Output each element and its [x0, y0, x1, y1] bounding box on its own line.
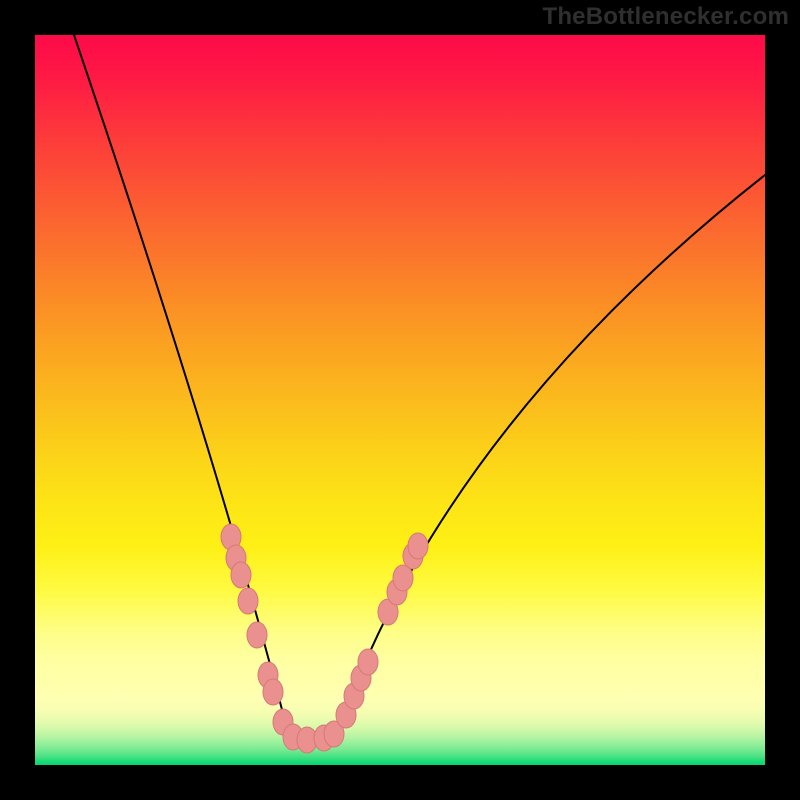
data-marker: [263, 679, 283, 705]
watermark-text: TheBottlenecker.com: [542, 3, 789, 31]
chart-overlay: [35, 35, 765, 765]
markers-left: [221, 524, 293, 735]
data-marker: [408, 533, 428, 559]
data-marker: [358, 649, 378, 675]
plot-area: [35, 35, 765, 765]
markers-right: [336, 533, 428, 728]
bottleneck-curve: [74, 35, 765, 740]
markers-bottom: [283, 721, 344, 753]
data-marker: [238, 588, 258, 614]
chart-canvas: TheBottlenecker.com: [0, 0, 800, 800]
data-marker: [247, 622, 267, 648]
data-marker: [231, 562, 251, 588]
